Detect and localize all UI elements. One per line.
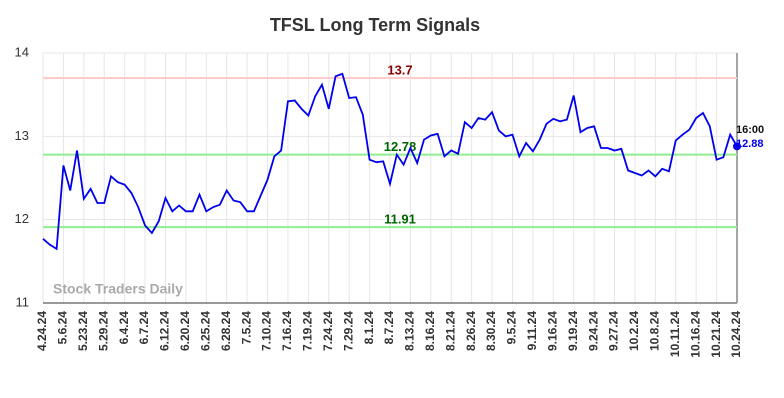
x-tick-label: 9.11.24 — [525, 311, 539, 351]
last-point — [733, 142, 741, 151]
chart-title: TFSL Long Term Signals — [270, 15, 480, 35]
y-tick-label: 12 — [15, 211, 29, 226]
x-tick-label: 8.1.24 — [362, 311, 376, 345]
x-tick-label: 6.28.24 — [219, 311, 233, 351]
y-tick-label: 13 — [15, 128, 29, 143]
x-tick-label: 6.7.24 — [137, 311, 151, 345]
x-tick-label: 10.11.24 — [668, 311, 682, 357]
x-tick-label: 9.24.24 — [586, 311, 600, 351]
x-tick-label: 7.29.24 — [341, 311, 355, 351]
x-tick-label: 10.21.24 — [709, 311, 723, 358]
watermark: Stock Traders Daily — [53, 281, 183, 297]
x-tick-label: 10.2.24 — [627, 311, 641, 351]
x-tick-label: 7.10.24 — [260, 311, 274, 351]
x-tick-label: 7.19.24 — [301, 311, 315, 351]
y-tick-label: 11 — [16, 294, 30, 309]
x-tick-label: 6.4.24 — [117, 311, 131, 345]
x-tick-label: 9.27.24 — [607, 311, 621, 351]
x-tick-label: 10.16.24 — [688, 311, 702, 358]
last-value: 12.88 — [736, 138, 764, 150]
x-tick-label: 4.24.24 — [35, 311, 49, 351]
x-tick-label: 7.5.24 — [239, 311, 253, 345]
x-tick-label: 6.25.24 — [198, 311, 212, 351]
x-tick-label: 8.21.24 — [443, 311, 457, 351]
line-series — [42, 72, 738, 251]
reference-label: 13.7 — [387, 62, 412, 77]
reference-label: 12.78 — [384, 139, 417, 154]
x-tick-label: 5.6.24 — [56, 311, 70, 345]
x-tick-label: 10.24.24 — [729, 311, 743, 358]
y-tick-label: 14 — [15, 44, 29, 59]
x-tick-label: 7.16.24 — [280, 311, 294, 351]
x-tick-label: 8.7.24 — [382, 311, 396, 345]
x-tick-label: 8.30.24 — [484, 311, 498, 351]
x-tick-label: 5.23.24 — [76, 311, 90, 351]
x-tick-label: 6.20.24 — [178, 311, 192, 351]
x-tick-label: 9.5.24 — [505, 311, 519, 345]
x-tick-label: 8.26.24 — [464, 311, 478, 351]
x-tick-label: 8.16.24 — [423, 311, 437, 351]
x-tick-label: 7.24.24 — [321, 311, 335, 351]
x-tick-label: 8.13.24 — [403, 311, 417, 351]
x-tick-label: 6.12.24 — [158, 311, 172, 351]
x-tick-label: 9.19.24 — [566, 311, 580, 351]
x-tick-label: 10.8.24 — [648, 311, 662, 351]
x-tick-label: 9.16.24 — [545, 311, 559, 351]
last-time: 16:00 — [736, 124, 764, 136]
reference-label: 11.91 — [384, 212, 416, 227]
x-tick-label: 5.29.24 — [96, 311, 110, 351]
